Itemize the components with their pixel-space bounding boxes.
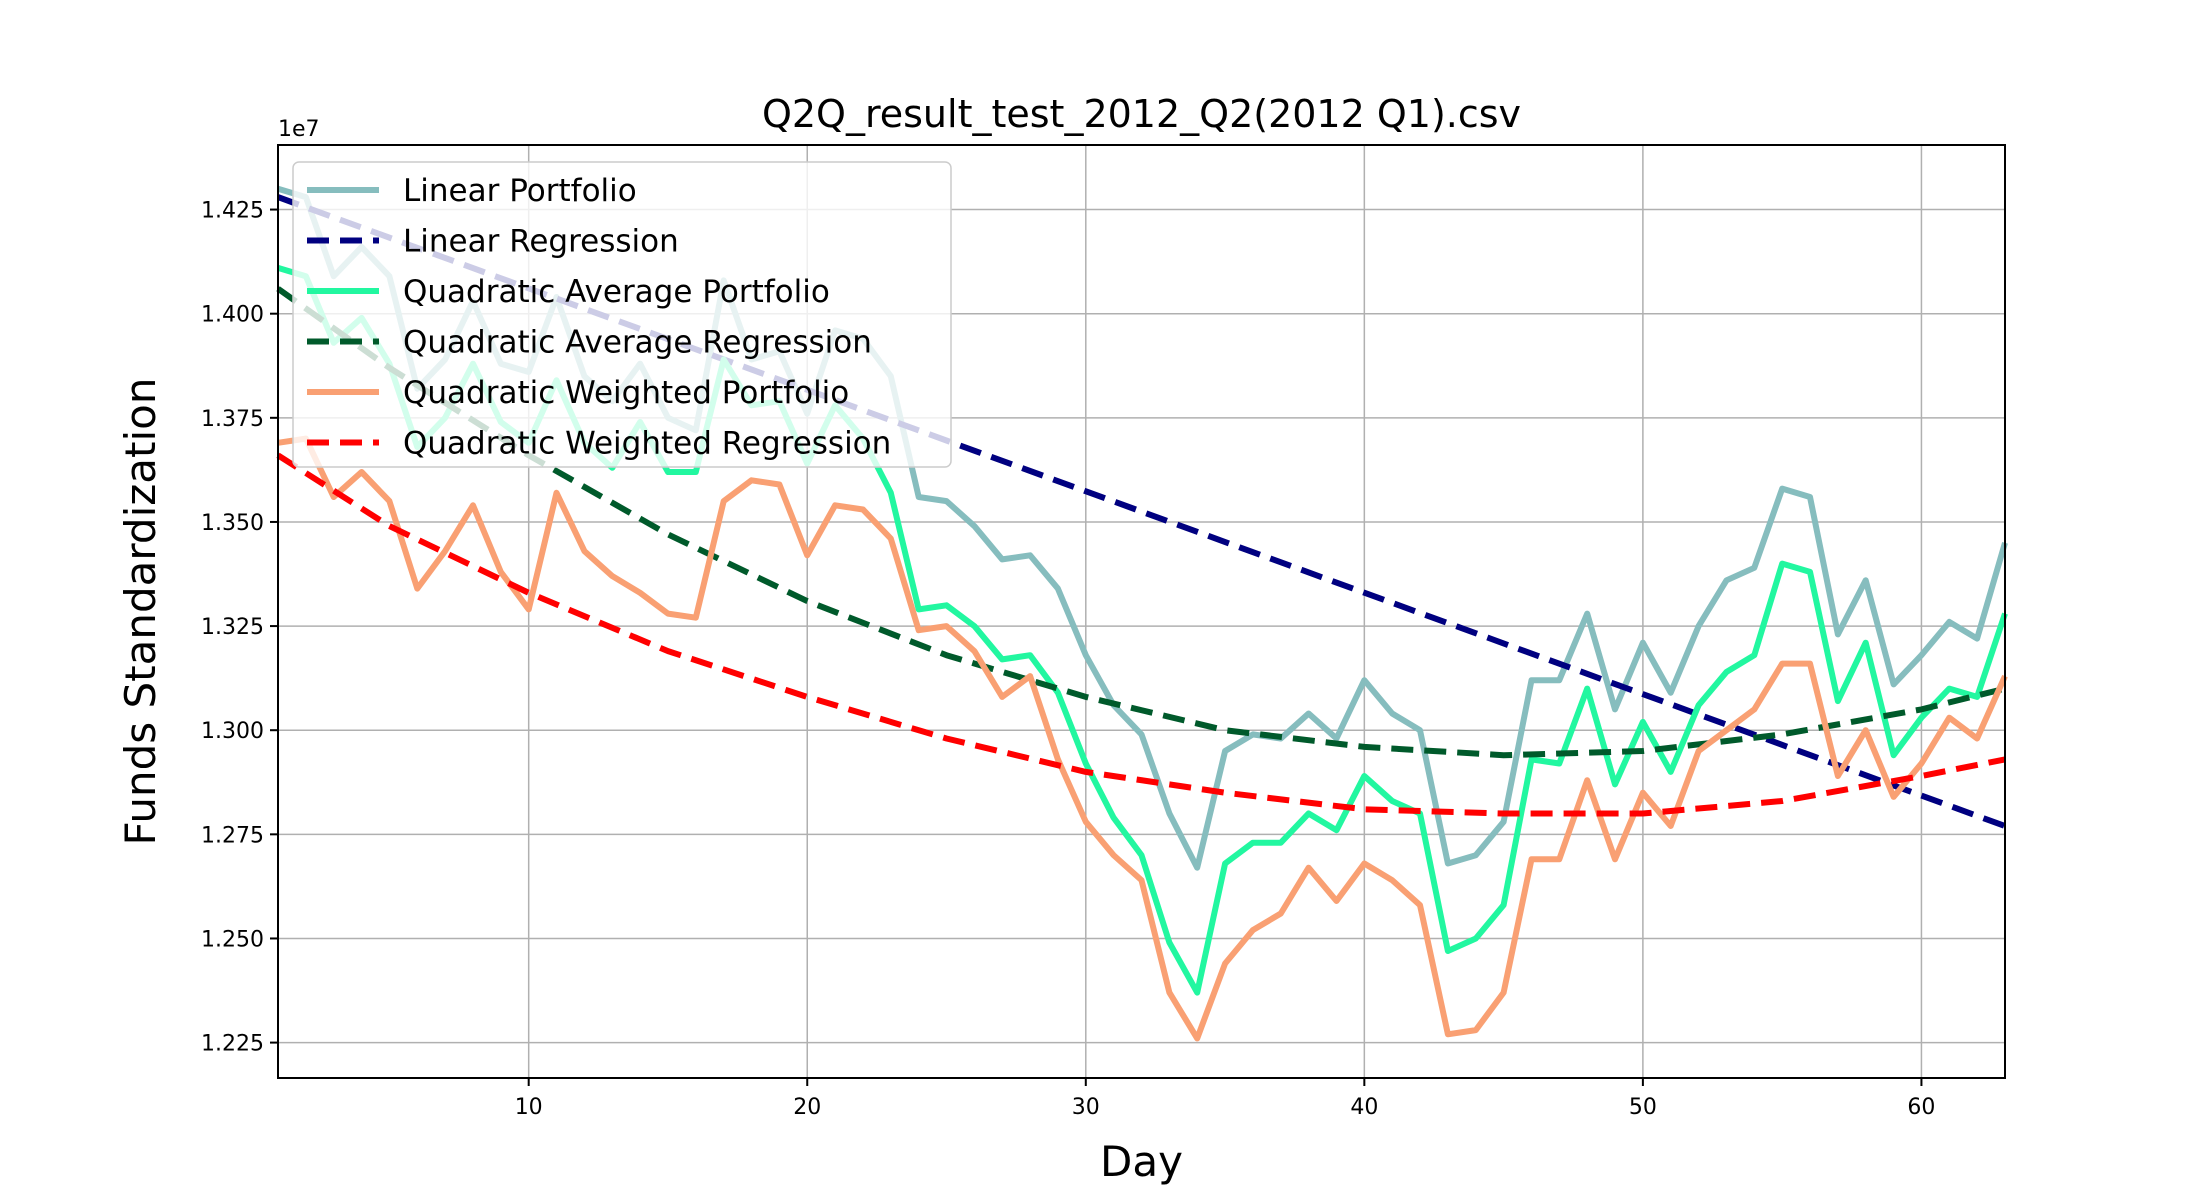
legend-label-6: Quadratic Weighted Regression [403, 426, 891, 462]
legend-label-5: Quadratic Weighted Portfolio [403, 375, 849, 411]
series-line-4 [276, 286, 2006, 759]
y-axis-label: Funds Standardization [116, 378, 165, 846]
y-tick-label: 1.300 [201, 719, 264, 744]
plot-frame [277, 144, 2006, 1079]
legend-box [292, 161, 952, 468]
axes-ticks: 10 20 30 40 50 60 1.225 1.250 1.275 1.300 1.325 1.3… [201, 199, 1935, 1120]
series-line-5 [277, 435, 2008, 1042]
y-tick-label: 1.225 [201, 1032, 264, 1057]
x-tick-label: 50 [1629, 1095, 1657, 1120]
y-axis-offset-label: 1e7 [278, 117, 320, 142]
chart-title: Q2Q_result_test_2012_Q2(2012 Q1).csv [762, 92, 1521, 136]
x-tick-label: 60 [1907, 1095, 1935, 1120]
legend: Linear Portfolio Linear Regression Quadrat… [292, 161, 952, 468]
legend-label-4: Quadratic Average Regression [403, 325, 872, 361]
y-tick-label: 1.425 [201, 199, 264, 224]
x-tick-label: 30 [1072, 1095, 1100, 1120]
series-line-6 [276, 452, 2006, 817]
y-tick-label: 1.375 [201, 407, 264, 432]
legend-label-3: Quadratic Average Portfolio [403, 274, 830, 310]
legend-label-2: Linear Regression [403, 224, 679, 260]
x-tick-label: 40 [1350, 1095, 1378, 1120]
y-tick-label: 1.350 [201, 511, 264, 536]
legend-label-1: Linear Portfolio [403, 173, 637, 209]
y-tick-label: 1.250 [201, 927, 264, 952]
y-tick-label: 1.400 [201, 303, 264, 328]
y-tick-label: 1.275 [201, 823, 264, 848]
x-axis-label: Day [1100, 1137, 1183, 1186]
x-tick-label: 10 [515, 1095, 543, 1120]
x-tick-label: 20 [793, 1095, 821, 1120]
y-tick-label: 1.325 [201, 615, 264, 640]
